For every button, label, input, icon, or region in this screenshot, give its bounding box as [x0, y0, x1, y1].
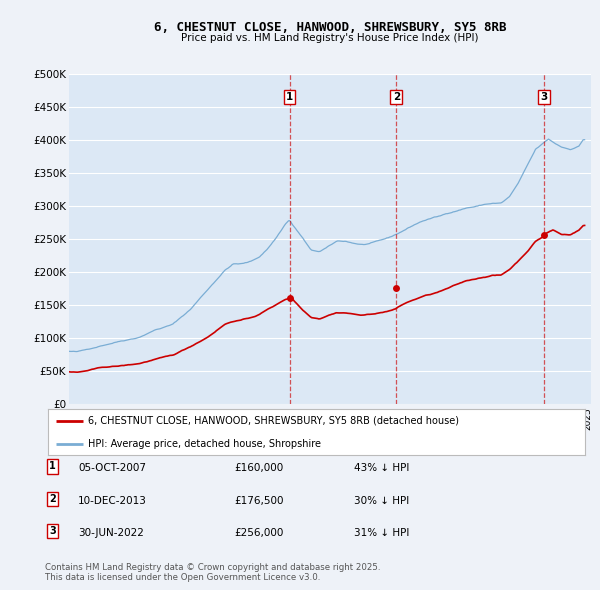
Text: 3: 3: [541, 92, 548, 102]
Text: £160,000: £160,000: [234, 463, 283, 473]
Text: 43% ↓ HPI: 43% ↓ HPI: [354, 463, 409, 473]
Text: 31% ↓ HPI: 31% ↓ HPI: [354, 528, 409, 538]
Text: 6, CHESTNUT CLOSE, HANWOOD, SHREWSBURY, SY5 8RB: 6, CHESTNUT CLOSE, HANWOOD, SHREWSBURY, …: [154, 21, 506, 34]
Text: HPI: Average price, detached house, Shropshire: HPI: Average price, detached house, Shro…: [88, 439, 321, 449]
Text: 05-OCT-2007: 05-OCT-2007: [78, 463, 146, 473]
Text: £256,000: £256,000: [234, 528, 283, 538]
Text: 1: 1: [49, 461, 56, 471]
Text: 10-DEC-2013: 10-DEC-2013: [78, 496, 147, 506]
Text: 6, CHESTNUT CLOSE, HANWOOD, SHREWSBURY, SY5 8RB (detached house): 6, CHESTNUT CLOSE, HANWOOD, SHREWSBURY, …: [88, 416, 459, 426]
Text: 3: 3: [49, 526, 56, 536]
Text: Contains HM Land Registry data © Crown copyright and database right 2025.
This d: Contains HM Land Registry data © Crown c…: [45, 563, 380, 582]
Text: 30% ↓ HPI: 30% ↓ HPI: [354, 496, 409, 506]
Text: 2: 2: [49, 494, 56, 504]
Text: Price paid vs. HM Land Registry's House Price Index (HPI): Price paid vs. HM Land Registry's House …: [181, 33, 479, 43]
Text: 1: 1: [286, 92, 293, 102]
Text: £176,500: £176,500: [234, 496, 284, 506]
Text: 30-JUN-2022: 30-JUN-2022: [78, 528, 144, 538]
Text: 2: 2: [393, 92, 400, 102]
